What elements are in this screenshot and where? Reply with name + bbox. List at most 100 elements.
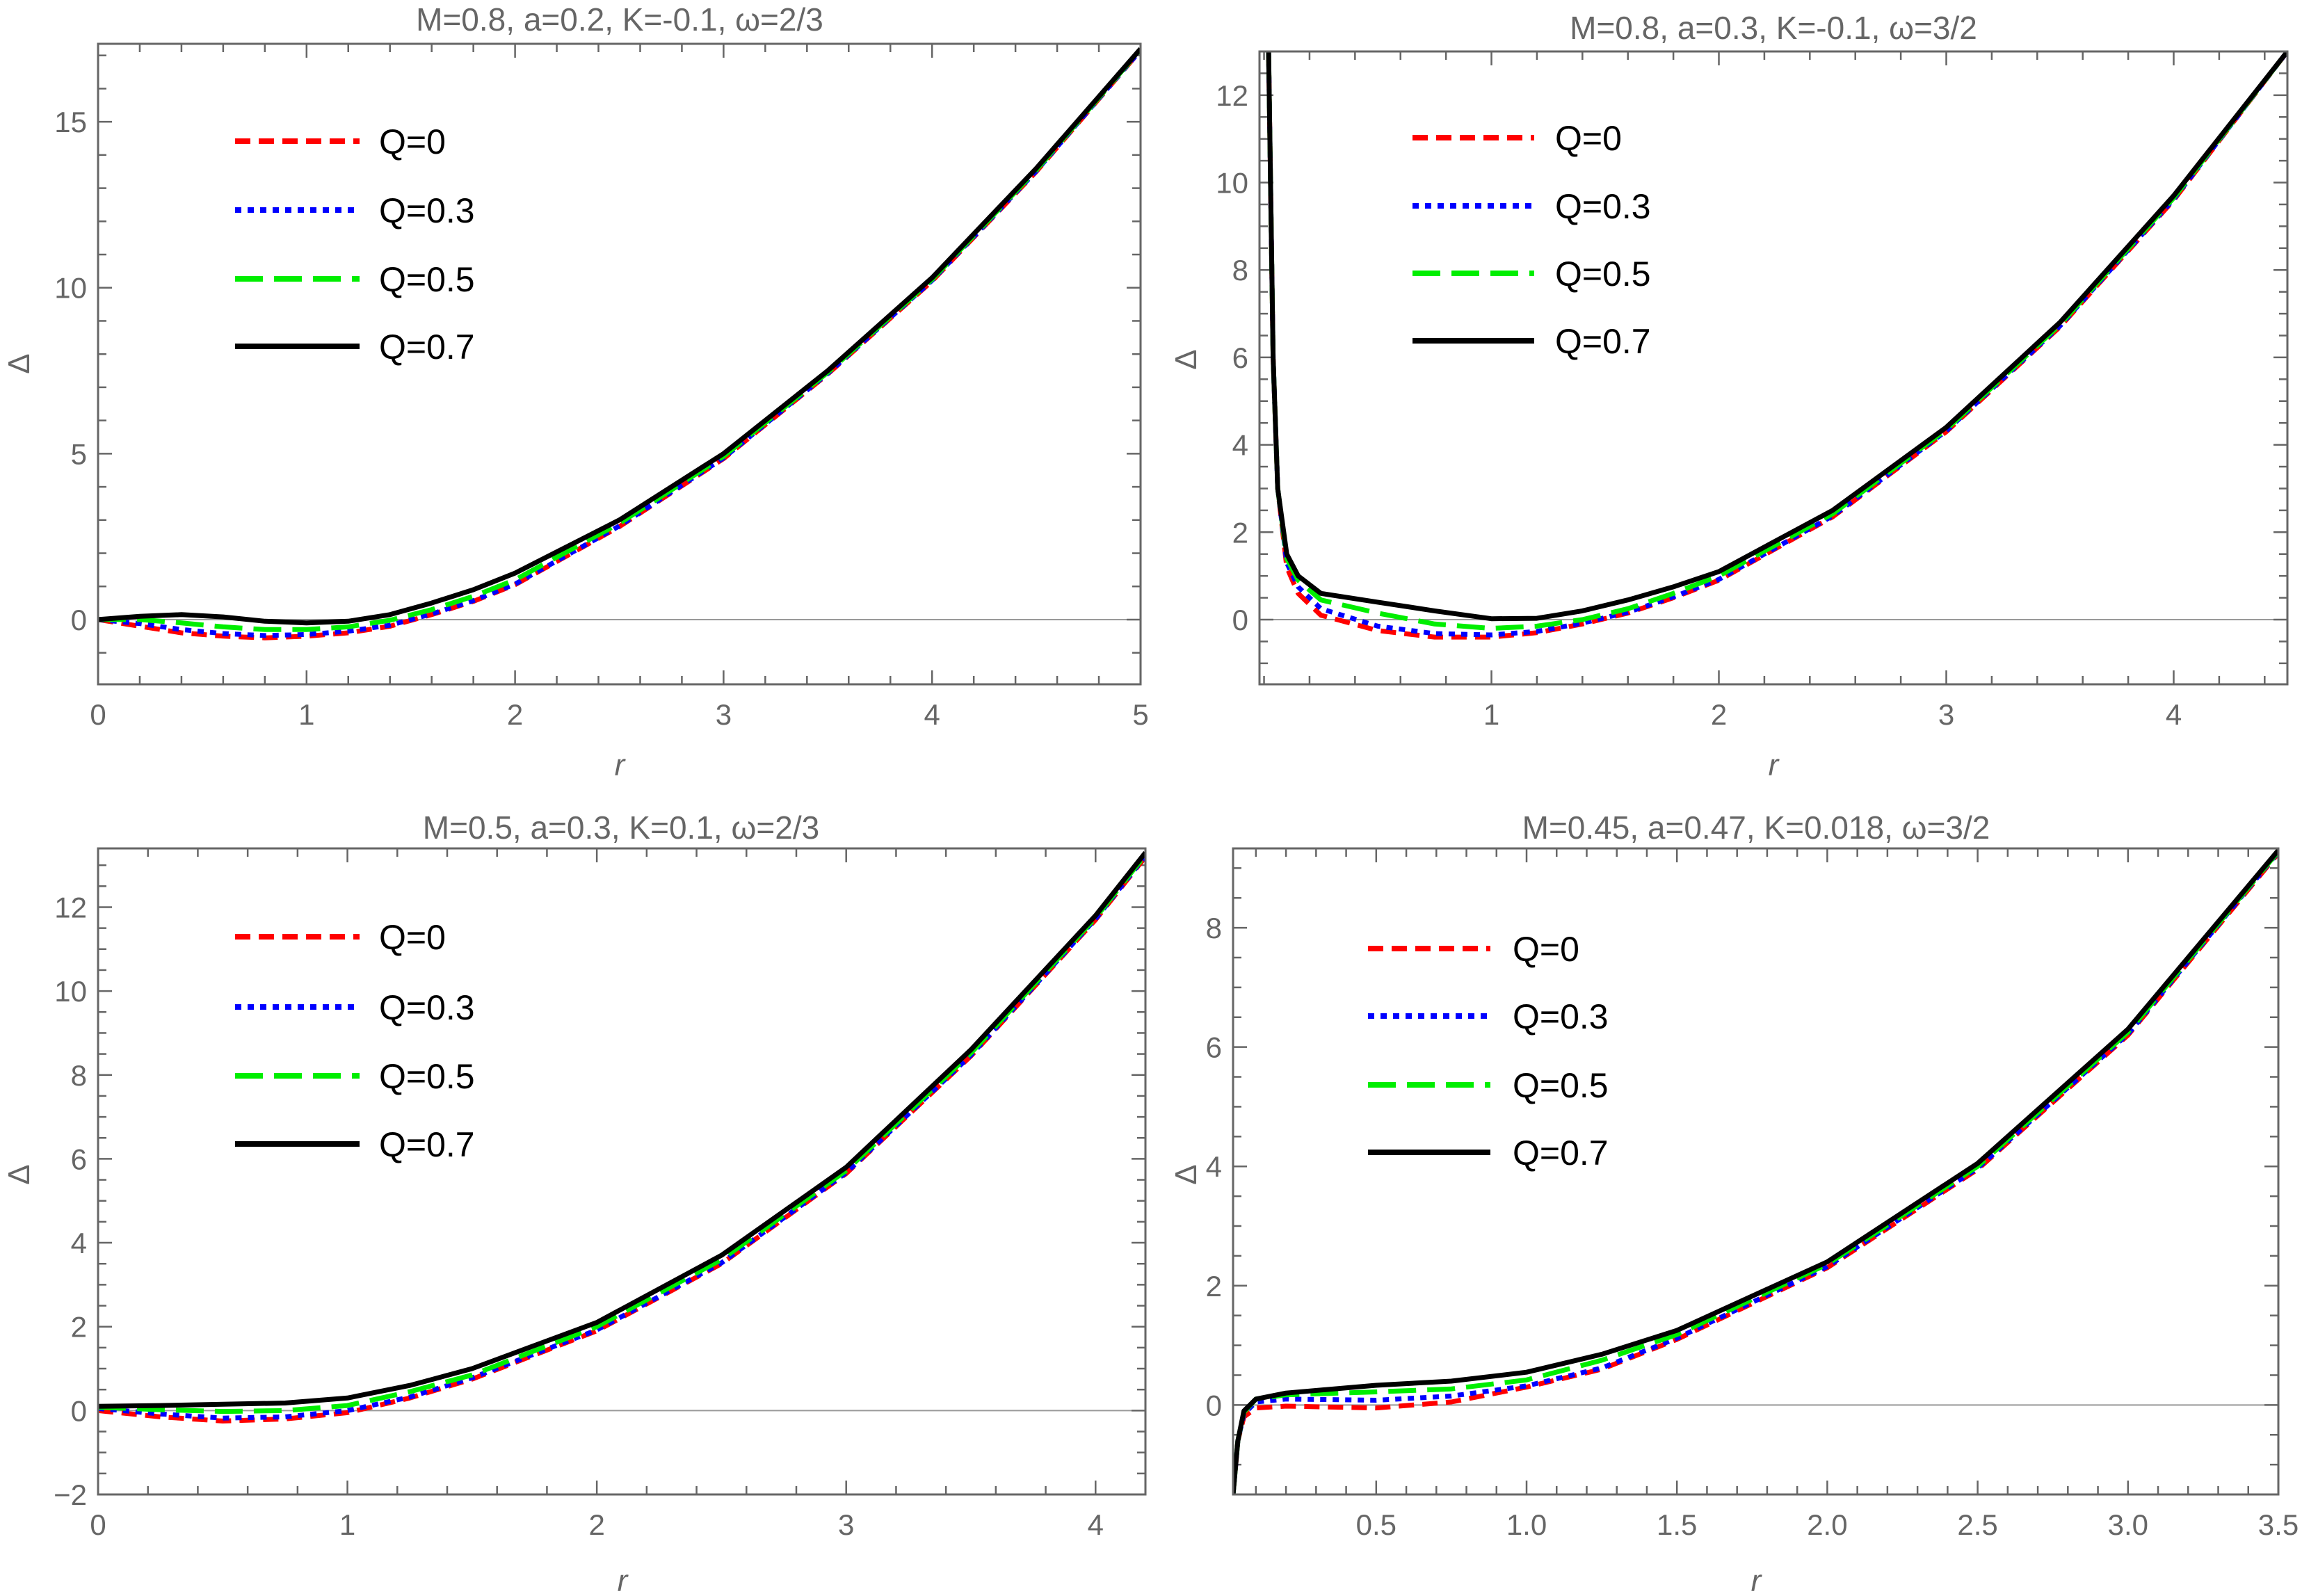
series-group (98, 47, 1141, 640)
ticks (1233, 848, 2280, 1496)
y-tick-label: 12 (1216, 79, 1248, 112)
x-tick-label: 3 (838, 1508, 854, 1541)
y-tick-label: 5 (71, 437, 87, 470)
y-tick-label: 0 (1232, 604, 1248, 636)
x-tick-label: 1 (339, 1508, 355, 1541)
y-tick-label: 8 (1206, 912, 1222, 944)
y-tick-label: 4 (1232, 429, 1248, 462)
y-tick-label: 2 (1232, 516, 1248, 549)
legend-label: Q=0 (379, 122, 446, 161)
y-tick-label: 8 (1232, 254, 1248, 287)
x-tick-label: 1.0 (1506, 1508, 1547, 1541)
plot-frame (97, 847, 1147, 1496)
x-tick-label: 2 (1711, 698, 1727, 731)
y-tick-label: 2 (1206, 1270, 1222, 1303)
panel-top-left: M=0.8, a=0.2, K=-0.1, ω=2/3 r Δ 0 1 2 3 4 5 0 5… (2, 1, 1149, 782)
x-axis-label: r (618, 1564, 629, 1596)
x-tick-label: 3.5 (2258, 1508, 2299, 1541)
legend-label: Q=0.3 (379, 191, 475, 230)
legend-label: Q=0.5 (379, 260, 475, 299)
legend: Q=0 Q=0.3 Q=0.5 Q=0.7 (235, 918, 475, 1164)
series-line-q-0 (98, 49, 1141, 640)
y-tick-label: 10 (54, 272, 87, 305)
legend-label: Q=0.7 (379, 1125, 475, 1164)
series-line-q-0-7 (98, 47, 1141, 626)
series-line-q-0-5 (1233, 850, 2278, 1494)
legend-label: Q=0.5 (379, 1057, 475, 1096)
legend-label: Q=0.3 (379, 988, 475, 1027)
x-tick-label: 3 (716, 698, 732, 731)
x-tick-label: 0 (90, 698, 106, 731)
series-line-q-0-7 (98, 851, 1145, 1409)
plot-frame (97, 42, 1142, 686)
y-tick-label: 10 (54, 975, 87, 1008)
x-axis-label: r (1769, 748, 1780, 782)
series-line-q-0 (1233, 851, 2278, 1494)
y-tick-label: 4 (1206, 1150, 1222, 1183)
series-group (1266, 51, 2287, 640)
y-tick-label: 0 (71, 604, 87, 636)
x-tick-label: 2 (588, 1508, 604, 1541)
panel-bottom-right: M=0.45, a=0.47, K=0.018, ω=3/2 r Δ 0.5 1.… (1169, 809, 2299, 1596)
x-tick-label: 1.5 (1657, 1508, 1697, 1541)
x-tick-label: 4 (1088, 1508, 1104, 1541)
chart-title: M=0.8, a=0.2, K=-0.1, ω=2/3 (416, 1, 823, 38)
y-tick-label: 8 (71, 1059, 87, 1092)
legend-label: Q=0 (379, 918, 446, 957)
legend-label: Q=0.5 (1555, 255, 1651, 293)
y-tick-label: 6 (71, 1143, 87, 1175)
y-axis-label: Δ (1169, 1164, 1203, 1184)
legend-label: Q=0.7 (1513, 1134, 1609, 1172)
y-axis-label: Δ (2, 353, 36, 373)
x-tick-label: 5 (1132, 698, 1148, 731)
x-tick-label: 0.5 (1356, 1508, 1397, 1541)
chart-title: M=0.8, a=0.3, K=-0.1, ω=3/2 (1570, 10, 1977, 46)
panel-bottom-left: M=0.5, a=0.3, K=0.1, ω=2/3 r Δ 0 1 2 3 4−202… (2, 809, 1147, 1596)
chart-title: M=0.5, a=0.3, K=0.1, ω=2/3 (423, 809, 819, 846)
legend-label: Q=0 (1555, 119, 1622, 158)
series-group (1233, 848, 2278, 1494)
y-tick-label: 6 (1232, 341, 1248, 374)
x-tick-label: 2.0 (1807, 1508, 1847, 1541)
series-line-q-0-5 (98, 853, 1145, 1414)
plot-frame (1232, 847, 2280, 1496)
chart-title: M=0.45, a=0.47, K=0.018, ω=3/2 (1522, 809, 1990, 846)
y-axis-label: Δ (2, 1164, 36, 1184)
legend: Q=0 Q=0.3 Q=0.5 Q=0.7 (1412, 119, 1651, 361)
x-tick-label: 2 (507, 698, 523, 731)
y-tick-label: 12 (54, 891, 87, 924)
x-tick-label: 1 (1483, 698, 1499, 731)
ticks (97, 44, 1142, 684)
y-tick-label: 6 (1206, 1031, 1222, 1064)
legend-label: Q=0.3 (1513, 997, 1609, 1036)
legend: Q=0 Q=0.3 Q=0.5 Q=0.7 (1368, 930, 1609, 1172)
y-tick-label: 0 (71, 1394, 87, 1427)
x-tick-label: 4 (924, 698, 940, 731)
series-line-q-0-5 (98, 47, 1141, 632)
y-tick-label: 10 (1216, 167, 1248, 200)
panel-top-right: M=0.8, a=0.3, K=-0.1, ω=3/2 r Δ 1 2 3 40246… (1169, 10, 2289, 782)
series-line-q-0-3 (98, 854, 1145, 1421)
x-axis-label: r (1751, 1564, 1763, 1596)
y-axis-label: Δ (1169, 349, 1203, 369)
series-line-q-0 (98, 855, 1145, 1424)
x-tick-label: 1 (298, 698, 314, 731)
x-tick-label: 3.0 (2108, 1508, 2148, 1541)
x-tick-label: 0 (90, 1508, 106, 1541)
ticks (1259, 50, 2287, 684)
series-line-q-0-7 (1233, 848, 2278, 1494)
plot-frame (1258, 50, 2289, 686)
legend-label: Q=0.7 (379, 328, 475, 366)
legend-label: Q=0.5 (1513, 1066, 1609, 1105)
y-tick-label: 15 (54, 106, 87, 138)
x-tick-label: 3 (1938, 698, 1954, 731)
series-line-q-0-3 (1233, 850, 2278, 1494)
ticks (97, 848, 1147, 1496)
x-tick-label: 2.5 (1957, 1508, 1997, 1541)
series-line-q-0-3 (1266, 51, 2287, 638)
series-line-q-0-3 (98, 48, 1141, 638)
legend: Q=0 Q=0.3 Q=0.5 Q=0.7 (235, 122, 475, 366)
y-tick-label: 2 (71, 1311, 87, 1344)
legend-label: Q=0.7 (1555, 322, 1651, 361)
